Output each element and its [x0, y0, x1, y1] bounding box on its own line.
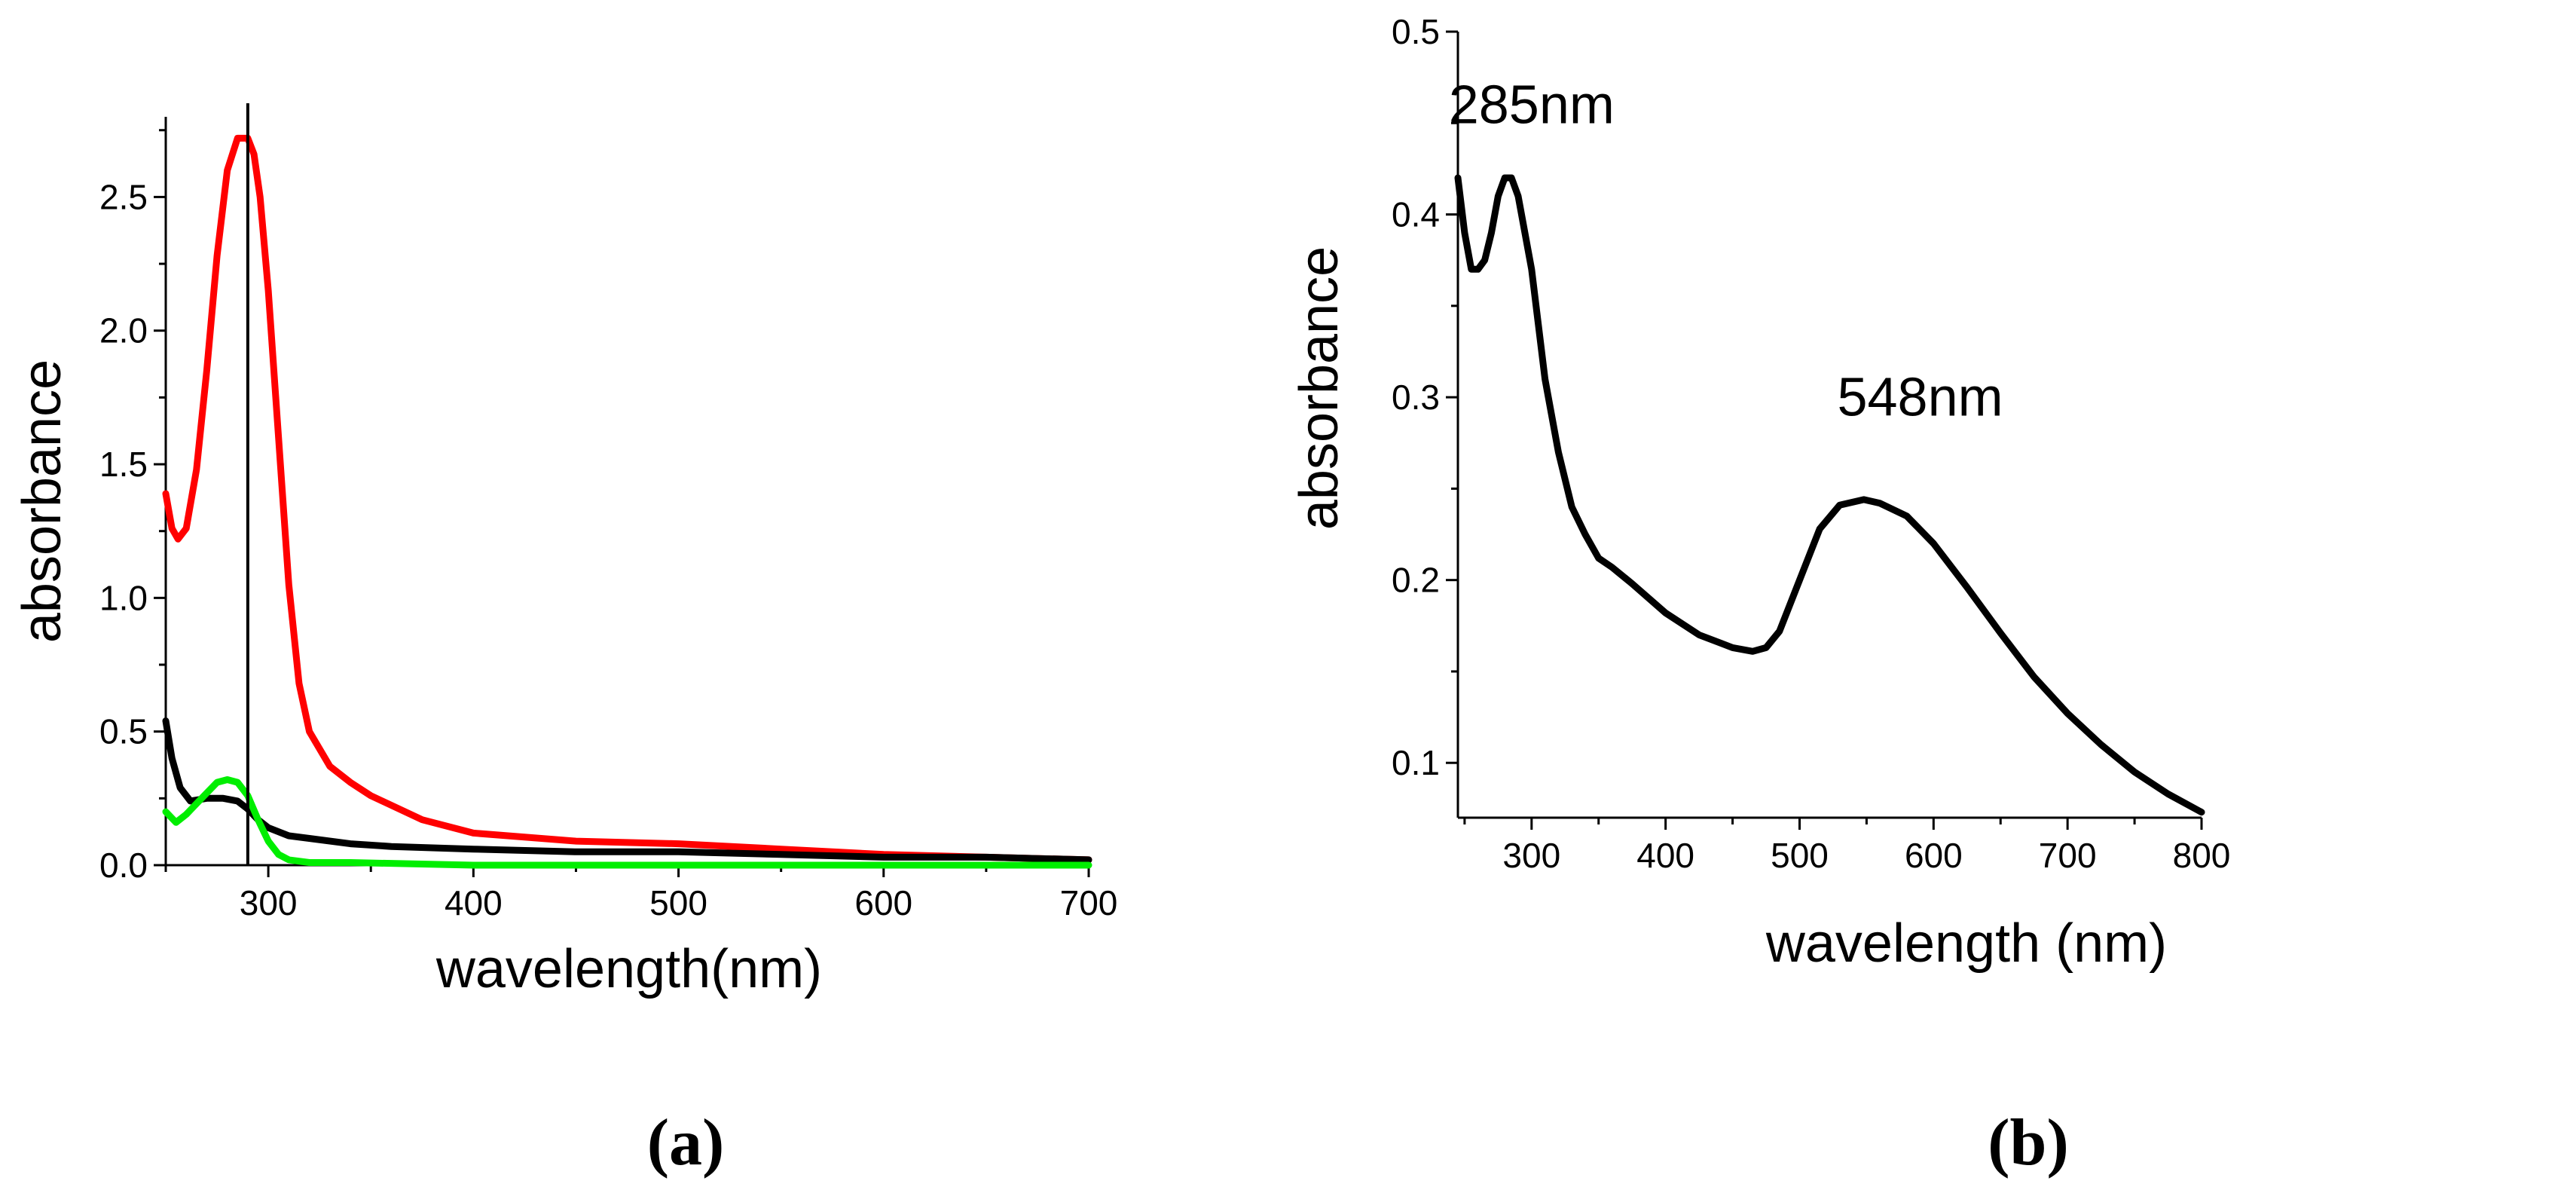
chart-a-plot: 300 400 500 600 700 0.0 0.5 1.0 1.5 2.0 2.5 [99, 103, 1117, 922]
series-line-red [162, 134, 1092, 864]
chart-a-ylabel: absorbance [12, 359, 72, 643]
chart-a-panel-label: (a) [647, 1106, 725, 1179]
chart-a-xlabel: wavelength(nm) [435, 939, 822, 999]
chart-b: 300 400 500 600 700 800 0.1 0.2 0.3 0.4 0.5 wavele… [1289, 12, 2230, 1179]
y-tick-label: 2.5 [99, 177, 148, 216]
chart-a: 300 400 500 600 700 0.0 0.5 1.0 1.5 2.0 2.5 wavele… [12, 103, 1117, 1179]
y-tick-label: 0.3 [1392, 378, 1440, 417]
x-tick-label: 300 [240, 883, 298, 922]
y-tick-label: 0.5 [99, 712, 148, 751]
series-line-green [162, 776, 1092, 869]
series-line-spectrum [1454, 174, 2205, 816]
y-tick-label: 2.0 [99, 311, 148, 350]
chart-b-ylabel: absorbance [1289, 246, 1349, 530]
chart-b-plot: 300 400 500 600 700 800 0.1 0.2 0.3 0.4 0.5 [1392, 12, 2230, 875]
x-tick-label: 600 [854, 883, 912, 922]
x-tick-label: 500 [1771, 836, 1829, 875]
y-tick-label: 0.0 [99, 846, 148, 885]
y-tick-label: 0.4 [1392, 195, 1440, 234]
x-tick-label: 400 [445, 883, 503, 922]
x-tick-label: 500 [649, 883, 707, 922]
y-tick-label: 1.0 [99, 578, 148, 617]
y-tick-label: 1.5 [99, 445, 148, 484]
y-tick-label: 0.5 [1392, 12, 1440, 51]
x-tick-label: 700 [2039, 836, 2097, 875]
y-tick-label: 0.1 [1392, 743, 1440, 782]
x-tick-label: 400 [1636, 836, 1694, 875]
chart-b-xlabel: wavelength (nm) [1765, 913, 2167, 974]
x-tick-label: 600 [1905, 836, 1963, 875]
y-tick-label: 0.2 [1392, 561, 1440, 600]
x-tick-label: 800 [2173, 836, 2231, 875]
x-tick-label: 700 [1060, 883, 1118, 922]
chart-b-panel-label: (b) [1988, 1106, 2069, 1179]
chart-b-annotation-285nm: 285nm [1449, 75, 1615, 135]
series-line-black [162, 717, 1092, 864]
x-tick-label: 300 [1502, 836, 1560, 875]
chart-b-annotation-548nm: 548nm [1837, 367, 2003, 427]
